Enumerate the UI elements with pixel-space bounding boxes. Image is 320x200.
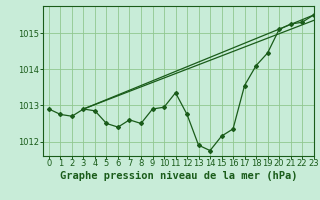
X-axis label: Graphe pression niveau de la mer (hPa): Graphe pression niveau de la mer (hPa) [60,171,297,181]
